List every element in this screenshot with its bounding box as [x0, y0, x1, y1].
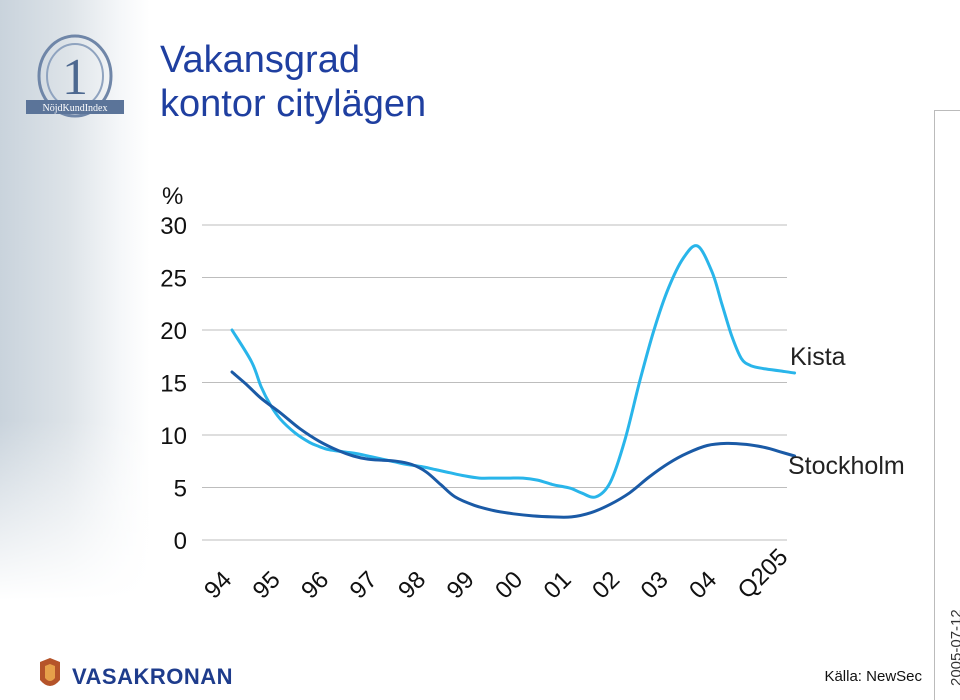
x-tick-label: 03	[636, 566, 674, 604]
title-line-2: kontor citylägen	[160, 83, 427, 125]
nojdkundindex-logo: 1 NöjdKundIndex	[26, 34, 124, 118]
x-tick-label: 02	[587, 566, 625, 604]
series-label-kista: Kista	[790, 343, 846, 371]
y-tick-label: 5	[174, 476, 187, 503]
x-tick-label: 97	[345, 566, 383, 604]
page-title: Vakansgrad kontor citylägen	[160, 38, 426, 126]
vasakronan-emblem-icon	[40, 658, 60, 686]
y-tick-label: 30	[160, 213, 187, 240]
series-label-stockholm: Stockholm	[788, 452, 905, 480]
series-lines	[230, 244, 797, 519]
x-axis-ticks: 94 95 96 97 98 99 00 01 02 03 04 Q205	[199, 544, 793, 605]
vasakronan-logo	[40, 658, 60, 686]
logo-numeral: 1	[62, 49, 88, 106]
y-tick-label: 25	[160, 266, 187, 293]
y-tick-label: 15	[160, 371, 187, 398]
y-tick-label: 0	[174, 528, 187, 555]
x-tick-label: 96	[296, 566, 334, 604]
y-tick-label: 10	[160, 423, 187, 450]
title-line-1: Vakansgrad	[160, 39, 360, 81]
source-label: Källa: NewSec	[824, 668, 922, 685]
y-axis-ticks: 0 5 10 15 20 25 30	[160, 213, 187, 555]
x-tick-label: 95	[248, 566, 286, 604]
x-tick-label: 04	[684, 566, 722, 604]
vasakronan-wordmark: VASAKRONAN	[72, 664, 234, 689]
series-line-stockholm	[230, 370, 797, 519]
series-line-kista	[230, 244, 797, 499]
y-axis-unit-label: %	[162, 183, 183, 210]
x-tick-label: 94	[199, 566, 237, 604]
y-tick-label: 20	[160, 318, 187, 345]
x-tick-label: 99	[442, 566, 480, 604]
x-tick-label: 98	[393, 566, 431, 604]
x-tick-label: Q205	[733, 544, 794, 605]
y-guide-lines	[202, 224, 787, 541]
side-frame	[934, 110, 960, 700]
x-tick-label: 01	[539, 566, 577, 604]
date-label: 2005-07-12	[948, 609, 960, 686]
x-tick-label: 00	[490, 566, 528, 604]
logo-text: NöjdKundIndex	[43, 103, 108, 114]
